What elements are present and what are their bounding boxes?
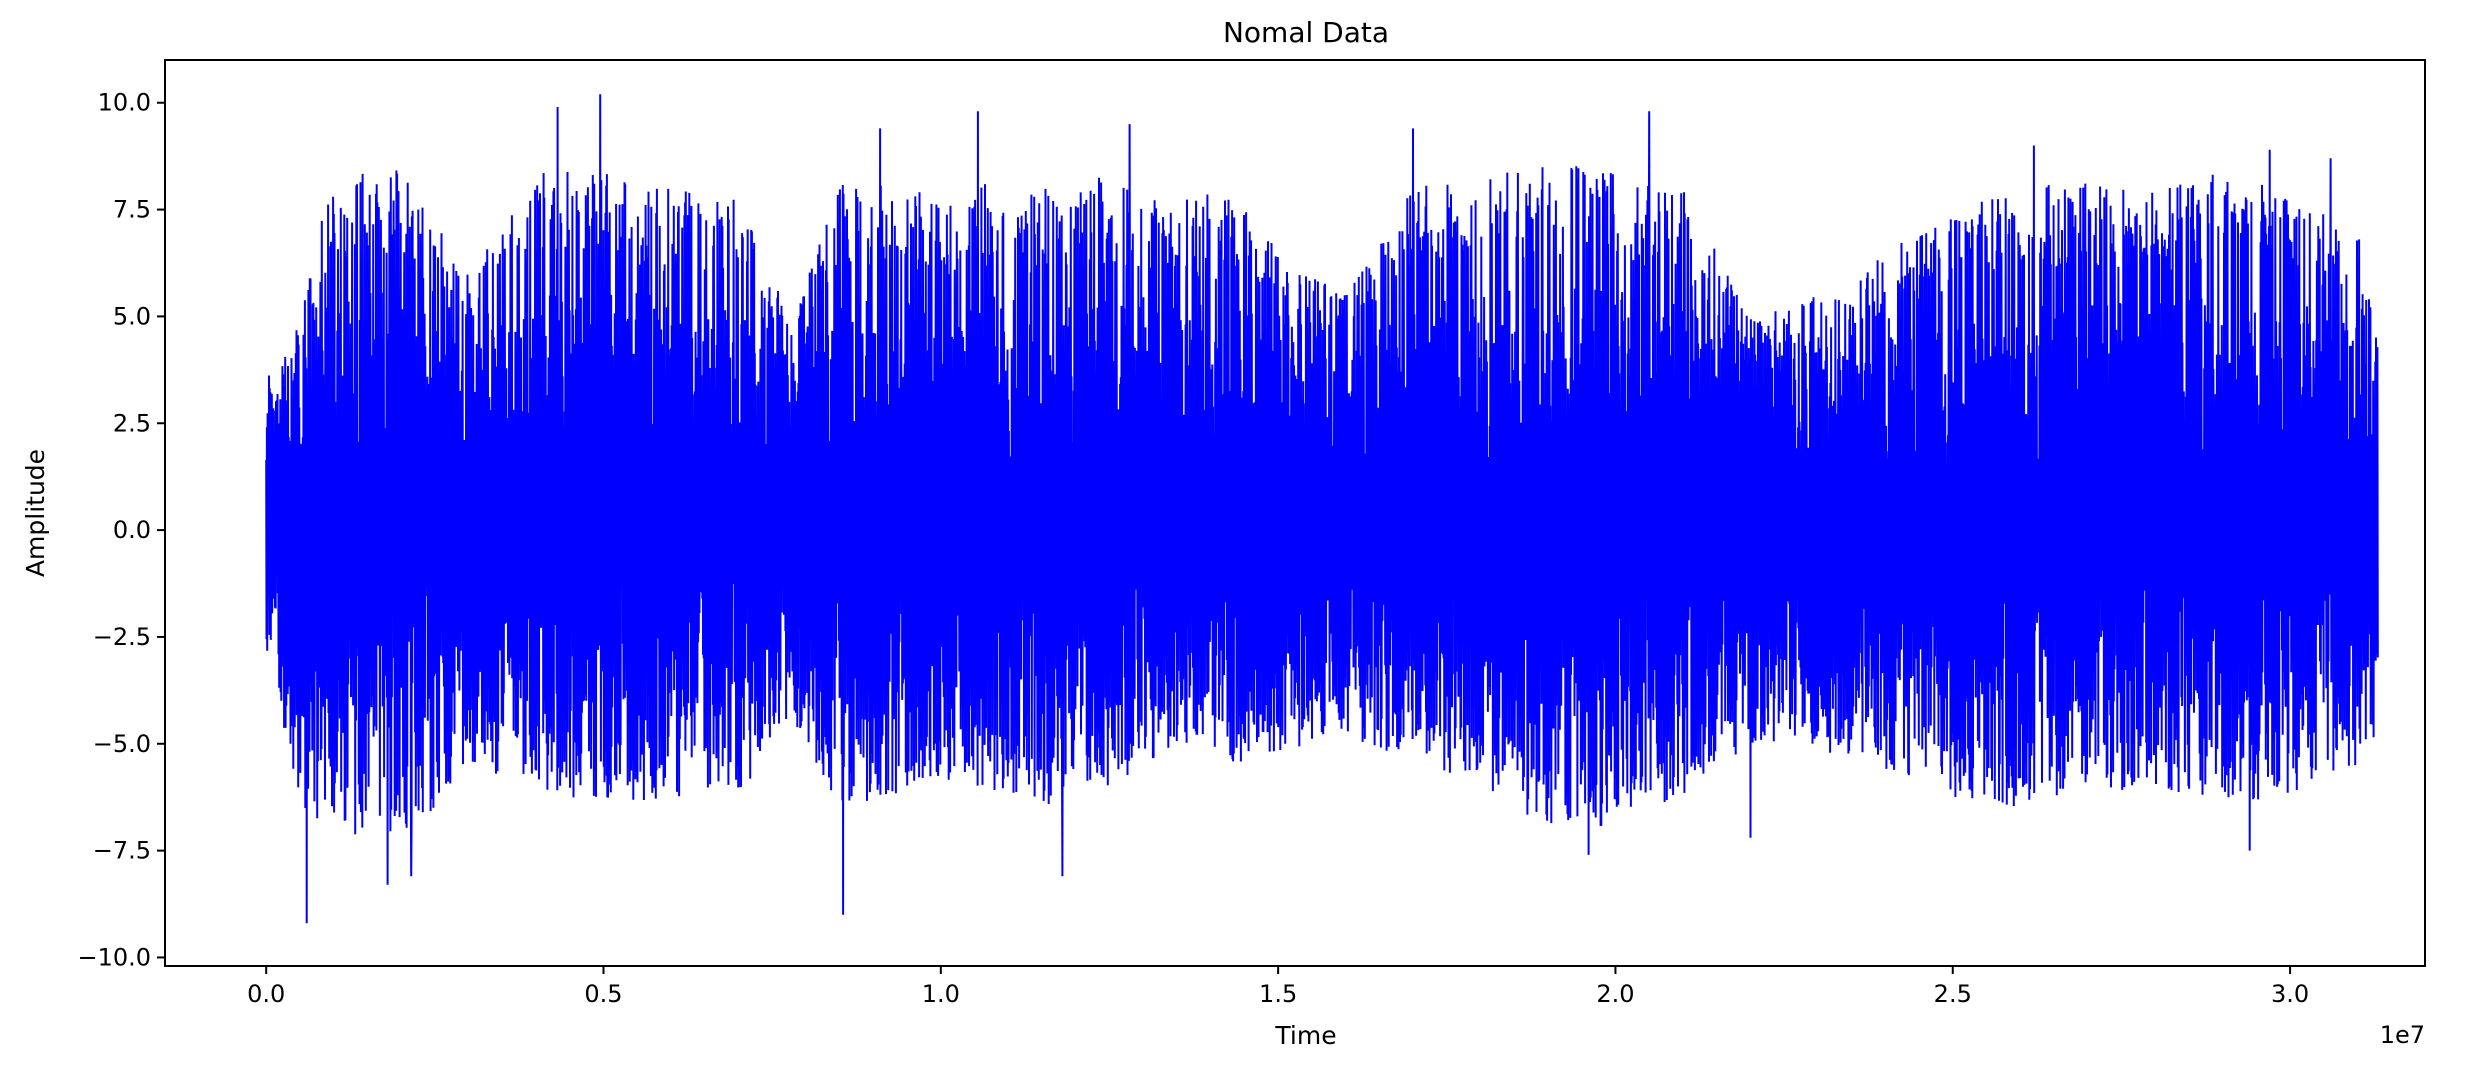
x-axis-label: Time xyxy=(1274,1021,1336,1050)
x-tick-label: 1.5 xyxy=(1259,980,1297,1008)
y-tick-label: −7.5 xyxy=(93,837,151,865)
y-axis-label: Amplitude xyxy=(21,449,50,577)
y-tick-label: 5.0 xyxy=(113,302,151,330)
x-tick-label: 0.0 xyxy=(247,980,285,1008)
x-tick-label: 3.0 xyxy=(2271,980,2309,1008)
x-tick-label: 2.0 xyxy=(1596,980,1634,1008)
y-tick-label: 7.5 xyxy=(113,196,151,224)
y-tick-label: −10.0 xyxy=(77,943,151,971)
signal-series xyxy=(265,94,2379,924)
y-tick-label: −5.0 xyxy=(93,730,151,758)
plot-area-frame xyxy=(164,59,2426,967)
y-tick-label: 10.0 xyxy=(98,89,151,117)
x-tick-label: 0.5 xyxy=(584,980,622,1008)
x-tick-label: 1.0 xyxy=(922,980,960,1008)
x-tick-label: 2.5 xyxy=(1934,980,1972,1008)
y-tick-label: 0.0 xyxy=(113,516,151,544)
chart-title: Nomal Data xyxy=(1223,16,1389,49)
x-axis-offset-label: 1e7 xyxy=(2380,1021,2425,1049)
x-axis-ticks: 0.0 0.5 1.0 1.5 2.0 2.5 3.0 xyxy=(247,966,2309,1008)
signal-line xyxy=(265,94,2379,924)
y-axis-ticks: −10.0 −7.5 −5.0 −2.5 0.0 2.5 5.0 7.5 10.0 xyxy=(77,89,165,971)
y-tick-label: −2.5 xyxy=(93,623,151,651)
y-tick-label: 2.5 xyxy=(113,409,151,437)
